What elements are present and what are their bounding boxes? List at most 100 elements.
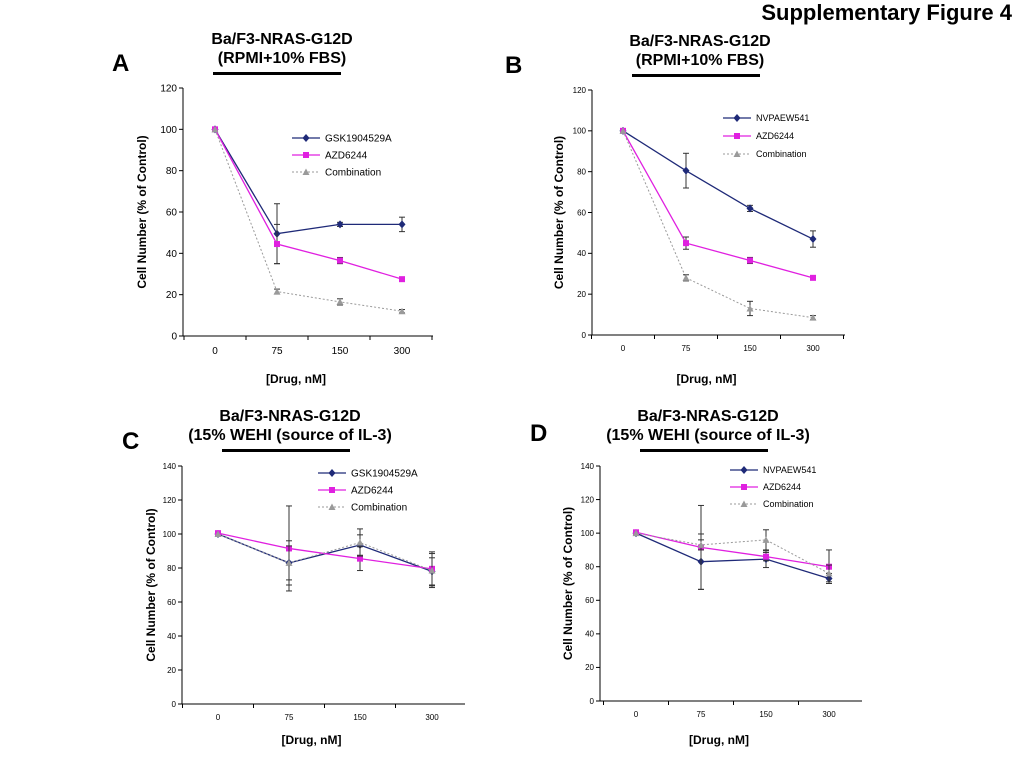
panel-d-series-azd6244 (633, 504, 832, 590)
panel-b-legend: NVPAEW541 AZD6244 Combination (723, 113, 809, 159)
panel-c-x-axis-label: [Drug, nM] (282, 733, 342, 747)
panel-a-legend-label: GSK1904529A (325, 134, 392, 145)
panel-d-x-tick-label: 300 (822, 710, 836, 719)
panel-d-legend-marker (740, 466, 748, 474)
panel-a-y-tick-label: 100 (160, 125, 177, 136)
figure-title: Supplementary Figure 4 (761, 0, 1012, 25)
panel-c-legend: GSK1904529A AZD6244 Combination (318, 469, 418, 514)
panel-a-data-point (211, 125, 219, 133)
panel-a-series-combination (211, 125, 406, 315)
panel-d-x-tick-label: 75 (697, 710, 706, 719)
panel-d-x-axis-label: [Drug, nM] (689, 733, 749, 747)
panel-a-series-gsk1904529a (211, 125, 406, 265)
panel-a-data-point (336, 298, 344, 305)
panel-d-y-tick-label: 140 (581, 462, 595, 471)
panel-b-y-tick-label: 60 (577, 208, 586, 217)
panel-a-chart: 0 20 40 60 80 100 120 0 75 150 300 [Drug, nM] Cell N… (135, 84, 433, 386)
panel-c-x-tick-label: 150 (353, 713, 367, 722)
panel-c-y-tick-label: 20 (167, 666, 176, 675)
panel-b-data-point (809, 314, 817, 321)
panel-c-series-combination (214, 528, 436, 589)
panel-c-series-gsk1904529a (214, 530, 436, 586)
panel-c-x-tick-label: 300 (425, 713, 439, 722)
panel-d-data-point (697, 541, 705, 548)
panel-c-data-point (357, 555, 363, 562)
panel-b-legend-marker (733, 114, 741, 122)
panel-c-legend-label: GSK1904529A (351, 469, 418, 480)
panel-c-data-point (285, 559, 293, 566)
panel-a-data-point (274, 241, 280, 248)
panel-a-heading-line-2: (RPMI+10% FBS) (217, 50, 347, 67)
panel-a-y-tick-label: 80 (166, 166, 178, 177)
panel-a-heading-line-1: Ba/F3-NRAS-G12D (211, 31, 353, 48)
panel-d-legend-marker (741, 484, 747, 490)
panel-b-y-tick-label: 80 (577, 167, 586, 176)
panel-c-data-point (428, 567, 436, 574)
panel-a-x-tick-label: 300 (394, 346, 411, 357)
panel-d-heading: Ba/F3-NRAS-G12D (15% WEHI (source of IL-… (578, 407, 838, 445)
panel-d-heading-line-1: Ba/F3-NRAS-G12D (637, 408, 779, 425)
panel-c-legend-label: AZD6244 (351, 486, 394, 497)
panel-d-y-tick-label: 120 (581, 495, 595, 504)
panel-b-heading-line-2: (RPMI+10% FBS) (635, 52, 765, 69)
panel-d-heading-line-2: (15% WEHI (source of IL-3) (606, 427, 810, 444)
panel-c-heading: Ba/F3-NRAS-G12D (15% WEHI (source of IL-… (160, 407, 420, 445)
panel-d-series-line (635, 532, 830, 574)
panel-c-heading-line-1: Ba/F3-NRAS-G12D (219, 408, 361, 425)
panel-d-data-point (825, 569, 833, 577)
panel-b-data-point (682, 166, 690, 175)
panel-b-y-tick-label: 40 (577, 249, 586, 258)
panel-d-legend-label: NVPAEW541 (763, 465, 816, 475)
panel-d-data-point (632, 529, 640, 537)
panel-a-series-line (214, 129, 403, 280)
panel-c-series-line (217, 532, 433, 570)
panel-a-data-point (398, 307, 406, 315)
panel-c-heading-line-2: (15% WEHI (source of IL-3) (188, 427, 392, 444)
panel-d-heading-underline (640, 449, 768, 452)
panel-d-legend-marker (740, 500, 748, 507)
panel-c-data-point (356, 539, 364, 546)
panel-c-heading-underline (222, 449, 350, 452)
panel-a-series-azd6244 (212, 126, 405, 283)
panel-d-legend-label: Combination (763, 499, 814, 509)
panel-c-chart: 0 20 40 60 80 100 120 140 0 75 150 300 [Drug, nM] Cel… (144, 462, 465, 747)
panel-b-data-point (810, 274, 816, 281)
panel-b-legend-label: NVPAEW541 (756, 113, 809, 123)
panel-b-heading-line-1: Ba/F3-NRAS-G12D (629, 33, 771, 50)
panel-a-legend-label: AZD6244 (325, 151, 368, 162)
panel-a-data-point (273, 288, 281, 295)
panel-d-data-point (762, 536, 770, 543)
panel-b-data-point (746, 304, 754, 312)
panel-c-y-axis-label: Cell Number (% of Control) (144, 508, 158, 661)
panel-c-legend-label: Combination (351, 503, 407, 514)
panel-b-heading: Ba/F3-NRAS-G12D (RPMI+10% FBS) (600, 32, 800, 70)
panel-a-legend-marker (302, 134, 310, 142)
panel-d-chart: 0 20 40 60 80 100 120 140 0 75 150 300 [Drug, nM] Cel… (561, 462, 862, 747)
panel-b-legend-marker (733, 150, 741, 157)
panel-b-legend-marker (734, 133, 740, 139)
panel-a-y-tick-label: 20 (166, 290, 178, 301)
panel-a-y-tick-label: 60 (166, 208, 178, 219)
panel-b-legend-label: Combination (756, 149, 807, 159)
panel-c-y-tick-label: 0 (172, 700, 177, 709)
panel-a-series-line (214, 129, 402, 235)
panel-b-series-nvpaew541 (619, 126, 817, 248)
panel-a-data-point (399, 276, 405, 283)
panel-a-data-point (336, 220, 344, 229)
panel-b-x-tick-label: 300 (806, 344, 820, 353)
panel-c-data-point (214, 530, 222, 537)
panel-b-x-tick-label: 0 (621, 344, 626, 353)
panel-a-data-point (337, 257, 343, 264)
panel-d-y-tick-label: 80 (585, 563, 594, 572)
panel-b-series-line (622, 130, 814, 240)
panel-c-series-line (217, 533, 433, 572)
panel-a-heading-underline (213, 72, 341, 75)
panel-b-series-line (622, 130, 814, 279)
panel-c-legend-marker (328, 503, 336, 510)
panel-a-data-point (398, 220, 406, 229)
panel-b-y-tick-label: 20 (577, 290, 586, 299)
panel-letter-d: D (530, 420, 548, 447)
panel-b-y-tick-label: 0 (582, 331, 587, 340)
panel-d-y-tick-label: 60 (585, 596, 594, 605)
